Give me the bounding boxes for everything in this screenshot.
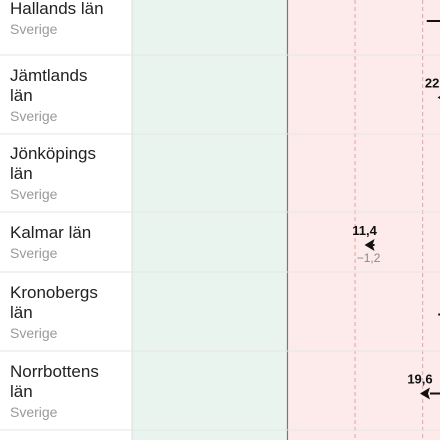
region-name: Jönköpings (10, 144, 97, 163)
arrow-head (364, 239, 375, 251)
arrow-mark (437, 96, 440, 99)
region-country: Sverige (10, 186, 58, 202)
region-name: län (10, 164, 33, 183)
value-label: 22,2 (425, 76, 440, 91)
change-label: −1,2 (357, 251, 381, 265)
region-country: Sverige (10, 324, 58, 341)
region-name: Hallands län (10, 0, 104, 18)
region-country: Sverige (10, 245, 58, 261)
row-dividers (0, 54, 440, 431)
region-country: Sverige (10, 21, 58, 37)
arrow-head (437, 96, 440, 99)
region-name: län (10, 85, 33, 105)
band-below-reference (132, 0, 288, 440)
arrow-marks: 47,5+26,922,2−5,339,6−5,211,4−1,244,6+22… (352, 20, 440, 400)
value-label: 19,6 (407, 372, 432, 387)
region-name: Kalmar län (10, 223, 92, 242)
arrow-mark (364, 239, 375, 251)
arrow-mark (419, 387, 440, 400)
region-country: Sverige (10, 403, 58, 420)
region-name: län (10, 381, 33, 401)
band-above-reference (287, 0, 440, 440)
background-bands (132, 0, 440, 440)
region-name: Kronobergs (10, 282, 98, 302)
region-name: Jämtlands (10, 65, 88, 85)
arrow-head (419, 387, 430, 400)
region-name: Norrbottens (10, 361, 99, 381)
gridlines (131, 0, 424, 440)
region-country: Sverige (10, 107, 58, 124)
value-label: 11,4 (352, 223, 377, 238)
region-name: län (10, 302, 33, 322)
